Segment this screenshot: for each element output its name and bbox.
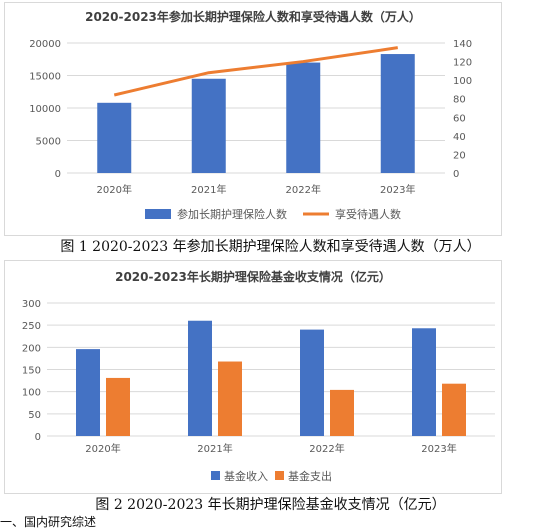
- x-tick-label: 2021年: [191, 183, 226, 196]
- bar-participants: [192, 79, 226, 173]
- y-left-tick-label: 15000: [29, 72, 61, 83]
- y-left-tick-label: 0: [55, 169, 61, 180]
- y-right-tick-label: 80: [453, 95, 466, 106]
- chart-2-panel: 2020-2023年长期护理保险基金收支情况（亿元） 0 50 100 150 200 25…: [4, 260, 502, 494]
- x-tick-label: 2020年: [97, 183, 132, 196]
- y-tick-label: 100: [22, 388, 41, 399]
- y-left-tick-label: 5000: [36, 137, 61, 148]
- bar-income: [76, 349, 100, 436]
- bar-expense: [330, 390, 354, 436]
- figure-2-caption: 图 2 2020-2023 年长期护理保险基金收支情况（亿元）: [0, 494, 541, 514]
- bar-income: [188, 321, 212, 436]
- legend-label-expense: 基金支出: [288, 469, 332, 483]
- y-right-tick-label: 40: [453, 132, 466, 143]
- y-right-tick-label: 20: [453, 150, 466, 161]
- y-tick-label: 0: [35, 432, 41, 443]
- bar-expense: [442, 384, 466, 436]
- chart-1: 2020-2023年参加长期护理保险人数和享受待遇人数（万人）050001000…: [5, 3, 501, 235]
- x-tick-label: 2023年: [380, 183, 415, 196]
- figure-1-caption: 图 1 2020-2023 年参加长期护理保险人数和享受待遇人数（万人）: [0, 236, 541, 256]
- y-tick-label: 200: [22, 343, 41, 354]
- y-tick-label: 150: [22, 366, 41, 377]
- bar-participants: [381, 54, 415, 173]
- y-right-tick-label: 140: [453, 39, 472, 50]
- y-tick-label: 300: [22, 299, 41, 310]
- bar-expense: [218, 362, 242, 436]
- x-tick-label: 2021年: [197, 442, 232, 455]
- y-left-tick-label: 20000: [29, 39, 61, 50]
- y-right-tick-label: 120: [453, 58, 472, 69]
- y-right-tick-label: 60: [453, 113, 466, 124]
- chart-title: 2020-2023年参加长期护理保险人数和享受待遇人数（万人）: [85, 9, 421, 24]
- bar-income: [412, 328, 436, 436]
- y-tick-label: 250: [22, 321, 41, 332]
- legend-swatch-participants: [145, 209, 171, 219]
- line-beneficiaries: [114, 48, 398, 95]
- legend-label-participants: 参加长期护理保险人数: [177, 207, 287, 221]
- x-tick-label: 2020年: [85, 442, 120, 455]
- y-tick-label: 50: [28, 410, 41, 421]
- y-right-tick-label: 0: [453, 169, 459, 180]
- y-right-tick-label: 100: [453, 76, 472, 87]
- x-tick-label: 2022年: [309, 442, 344, 455]
- chart-title: 2020-2023年长期护理保险基金收支情况（亿元）: [115, 269, 391, 284]
- bar-participants: [286, 63, 320, 173]
- bar-participants: [97, 103, 131, 173]
- bar-expense: [106, 378, 130, 436]
- y-left-tick-label: 10000: [29, 104, 61, 115]
- chart-2: 2020-2023年长期护理保险基金收支情况（亿元） 0 50 100 150 200 25…: [5, 261, 501, 493]
- legend-label-beneficiaries: 享受待遇人数: [335, 207, 401, 221]
- legend-label-income: 基金收入: [224, 469, 268, 483]
- bar-income: [300, 330, 324, 436]
- x-tick-label: 2022年: [286, 183, 321, 196]
- x-tick-label: 2023年: [421, 442, 456, 455]
- legend-swatch-expense: [275, 471, 284, 480]
- legend-swatch-income: [211, 471, 220, 480]
